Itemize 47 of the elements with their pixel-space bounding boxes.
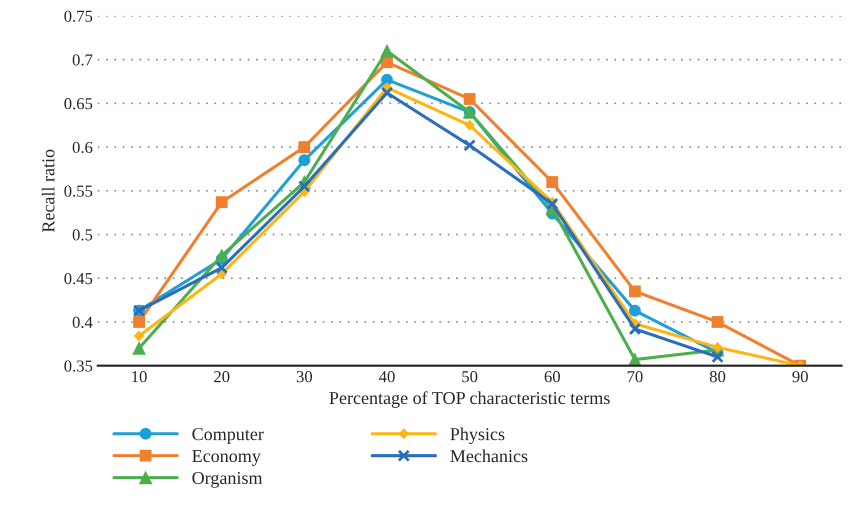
legend-label: Mechanics bbox=[450, 449, 528, 462]
x-tick-label: 90 bbox=[792, 371, 808, 382]
y-tick-label: 0.6 bbox=[72, 142, 92, 154]
point bbox=[712, 342, 723, 353]
point bbox=[463, 139, 476, 152]
x-tick-label: 10 bbox=[132, 371, 147, 382]
point bbox=[298, 154, 310, 166]
x-tick-label: 30 bbox=[296, 371, 312, 382]
y-tick-label: 0.45 bbox=[64, 272, 92, 284]
point bbox=[628, 285, 641, 298]
point bbox=[711, 350, 724, 364]
point bbox=[298, 141, 310, 153]
point bbox=[216, 196, 228, 208]
legend-label: Economy bbox=[192, 450, 261, 466]
legend-label: Physics bbox=[450, 428, 504, 444]
point bbox=[628, 304, 641, 317]
point bbox=[380, 44, 394, 58]
y-tick-label: 0.4 bbox=[72, 316, 93, 328]
x-tick-label: 50 bbox=[462, 371, 478, 382]
x-tick-label: 70 bbox=[628, 371, 643, 382]
point bbox=[546, 198, 559, 210]
point bbox=[133, 316, 145, 328]
y-tick-label: 0.75 bbox=[64, 10, 92, 22]
point bbox=[134, 330, 144, 342]
point bbox=[628, 322, 642, 336]
x-tick-label: 20 bbox=[214, 371, 230, 382]
y-tick-label: 0.35 bbox=[64, 360, 92, 372]
point bbox=[132, 342, 146, 355]
y-tick-label: 0.65 bbox=[64, 98, 92, 110]
x-tick-label: 40 bbox=[378, 371, 395, 382]
x-axis-title: Percentage of TOP characteristic terms bbox=[329, 391, 610, 408]
point bbox=[546, 176, 558, 188]
point bbox=[464, 93, 476, 105]
x-tick-label: 80 bbox=[710, 371, 726, 382]
y-tick-label: 0.7 bbox=[72, 54, 92, 66]
x-tick-label: 60 bbox=[544, 371, 560, 382]
y-tick-label: 0.5 bbox=[72, 229, 92, 241]
y-axis-title: Recall ratio bbox=[42, 150, 54, 232]
y-tick-label: 0.55 bbox=[64, 186, 92, 197]
point bbox=[380, 86, 394, 100]
point bbox=[464, 120, 475, 130]
point bbox=[215, 248, 228, 262]
legend-label: Computer bbox=[192, 428, 264, 444]
legend-label: Organism bbox=[192, 472, 262, 488]
point bbox=[712, 316, 724, 328]
point bbox=[298, 180, 311, 193]
point bbox=[215, 262, 228, 274]
